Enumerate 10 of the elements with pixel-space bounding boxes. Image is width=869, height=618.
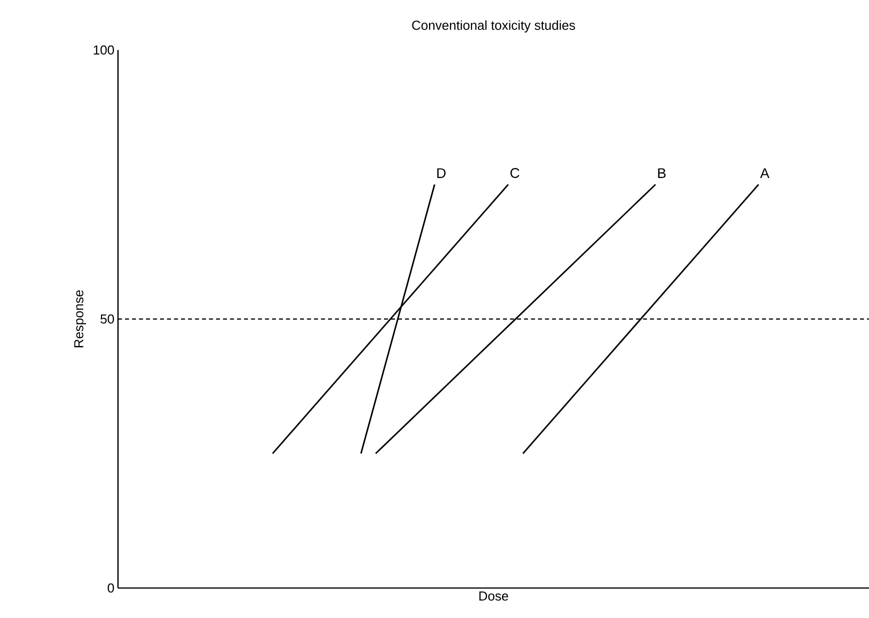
- series-label: B: [658, 168, 666, 178]
- y-tick-label: 100: [94, 45, 114, 55]
- x-axis-title: Dose: [479, 592, 508, 601]
- series-label: A: [760, 168, 770, 178]
- y-tick-label: 0: [108, 583, 114, 593]
- series-label: C: [510, 168, 520, 178]
- chart-title: Conventional toxicity studies: [412, 20, 576, 32]
- y-axis-title: Response: [74, 290, 86, 348]
- series-label: D: [437, 168, 446, 178]
- y-tick-label: 50: [100, 314, 114, 324]
